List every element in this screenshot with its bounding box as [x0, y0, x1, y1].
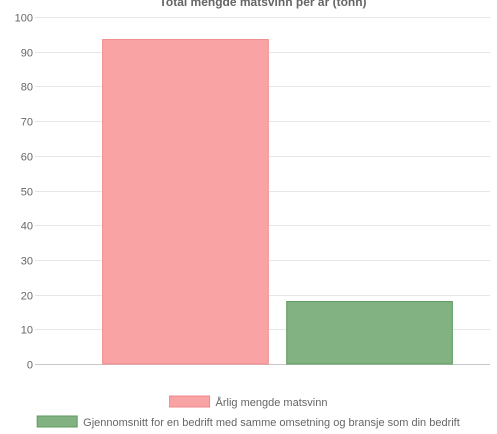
y-tick-label: 70	[21, 117, 33, 129]
y-axis: 0 10 20 30 40 50 60 70 80 90 100	[15, 13, 33, 372]
bar	[286, 301, 453, 365]
bars	[102, 39, 453, 365]
y-tick-label: 20	[21, 291, 33, 303]
y-tick-label: 90	[21, 48, 33, 60]
legend-swatch	[169, 395, 211, 408]
y-tick-label: 40	[21, 221, 33, 233]
y-tick-label: 80	[21, 82, 33, 94]
bar	[102, 39, 269, 365]
legend-label: Årlig mengde matsvinn	[216, 396, 328, 409]
y-tick-label: 10	[21, 325, 33, 337]
legend: Årlig mengde matsvinn Gjennomsnitt for en…	[36, 395, 460, 429]
legend-swatch	[36, 415, 78, 428]
y-tick-label: 0	[27, 360, 33, 372]
legend-label: Gjennomsnitt for en bedrift med samme om…	[83, 417, 460, 429]
y-tick-label: 50	[21, 187, 33, 199]
chart-title: Total mengde matsvinn per år (tonn)	[159, 0, 366, 9]
y-tick-label: 60	[21, 152, 33, 164]
y-tick-label: 100	[15, 13, 33, 25]
y-tick-label: 30	[21, 256, 33, 268]
